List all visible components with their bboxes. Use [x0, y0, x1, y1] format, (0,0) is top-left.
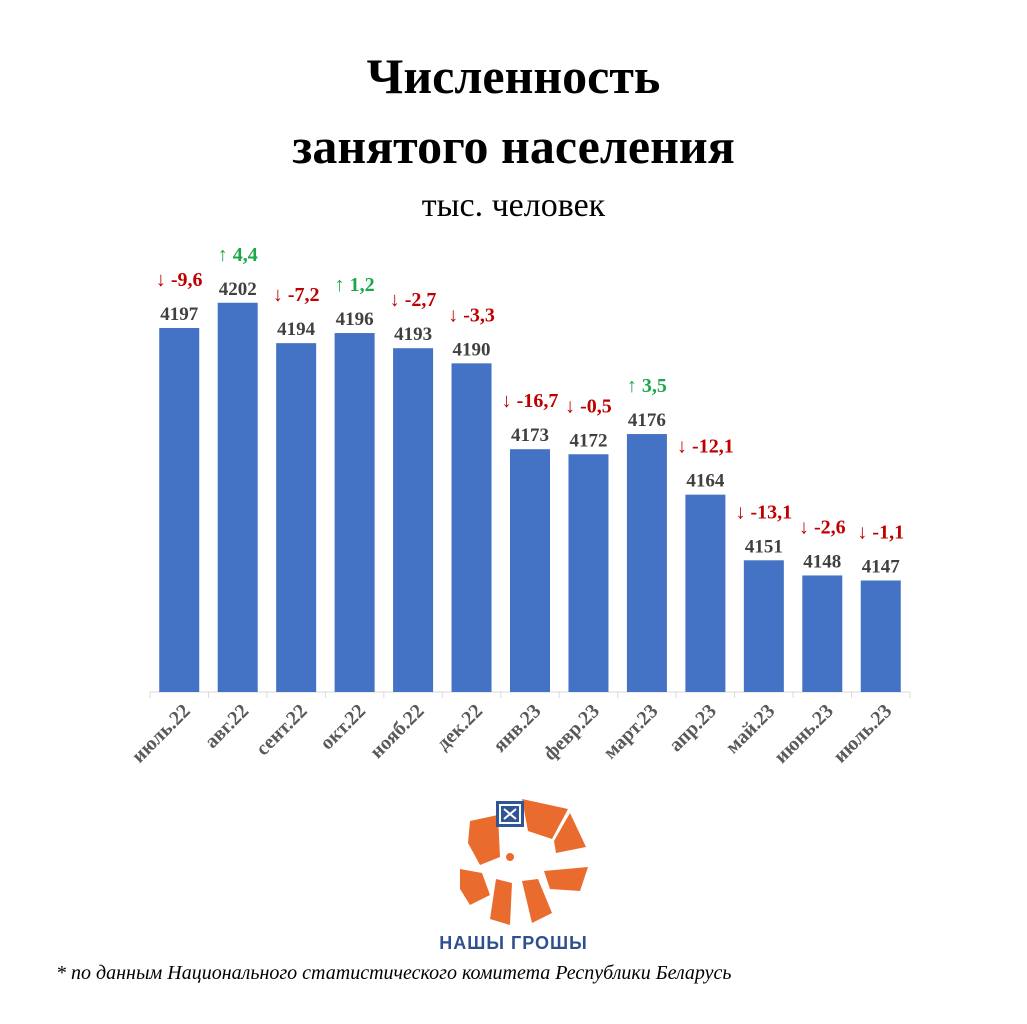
x-tick-label: янв.23	[489, 700, 546, 757]
change-label: ↓ -2,6	[799, 516, 846, 538]
footnote: * по данным Национального статистическог…	[56, 962, 732, 984]
change-label: ↓ -9,6	[156, 269, 203, 291]
change-label: ↓ -3,3	[448, 304, 495, 326]
change-label: ↓ -13,1	[736, 501, 793, 523]
x-tick-label: июнь.23	[770, 700, 838, 768]
logo-icon	[460, 799, 588, 925]
bar-авг.22	[217, 302, 258, 692]
bar-сент.22	[276, 343, 317, 692]
data-label: 4172	[569, 430, 607, 451]
change-label: ↓ -0,5	[565, 395, 612, 417]
bar-февр.23	[568, 454, 609, 692]
x-tick-label: дек.22	[432, 700, 487, 755]
bar-нояб.22	[393, 348, 434, 692]
logo	[440, 795, 600, 935]
x-tick-label: сент.22	[252, 700, 312, 760]
data-label: 4176	[628, 410, 666, 431]
x-tick-label: авг.22	[200, 700, 253, 753]
bar-апр.23	[685, 494, 726, 692]
data-label: 4190	[453, 339, 491, 360]
change-label: ↓ -7,2	[273, 284, 320, 306]
bar-дек.22	[451, 363, 492, 692]
brand-name: НАШЫ ГРОШЫ	[439, 933, 588, 953]
bar-янв.23	[510, 449, 550, 692]
x-tick-label: нояб.22	[366, 700, 429, 763]
change-label: ↓ -1,1	[857, 522, 904, 544]
change-label: ↑ 1,2	[335, 274, 375, 296]
bar-chart: 4197 ↓ -9,6 июль.22 4202 ↑ 4,4 авг.22 4194 ↓ -7…	[128, 244, 911, 768]
change-label: ↓ -12,1	[677, 436, 734, 458]
x-tick-label: май.23	[721, 700, 779, 758]
data-label: 4164	[686, 471, 725, 492]
change-label: ↑ 3,5	[627, 375, 667, 397]
bar-июль.22	[159, 328, 200, 692]
bar-май.23	[743, 560, 784, 692]
chart-subtitle: тыс. человек	[421, 187, 606, 224]
chart-title-line2: занятого населения	[292, 118, 735, 174]
data-label: 4151	[745, 536, 783, 557]
data-label: 4194	[277, 319, 316, 340]
bar-июль.23	[860, 580, 901, 692]
bar-март.23	[626, 434, 667, 692]
data-label: 4147	[862, 557, 901, 578]
change-label: ↓ -2,7	[390, 289, 437, 311]
change-label: ↓ -16,7	[502, 390, 559, 412]
data-label: 4196	[336, 309, 374, 330]
x-tick-label: март.23	[599, 700, 662, 763]
chart-title-line1: Численность	[366, 48, 661, 104]
data-label: 4202	[219, 279, 257, 300]
data-label: 4193	[394, 324, 432, 345]
x-tick-label: апр.23	[665, 700, 721, 756]
x-tick-label: июль.22	[128, 700, 195, 767]
x-tick-label: июль.23	[829, 700, 896, 767]
data-label: 4173	[511, 425, 549, 446]
x-tick-label: окт.22	[316, 700, 370, 754]
change-label: ↑ 4,4	[218, 244, 258, 266]
x-tick-label: февр.23	[539, 700, 604, 765]
bar-июнь.23	[802, 575, 843, 692]
data-label: 4148	[803, 551, 841, 572]
data-label: 4197	[160, 304, 199, 325]
bar-окт.22	[334, 333, 375, 692]
